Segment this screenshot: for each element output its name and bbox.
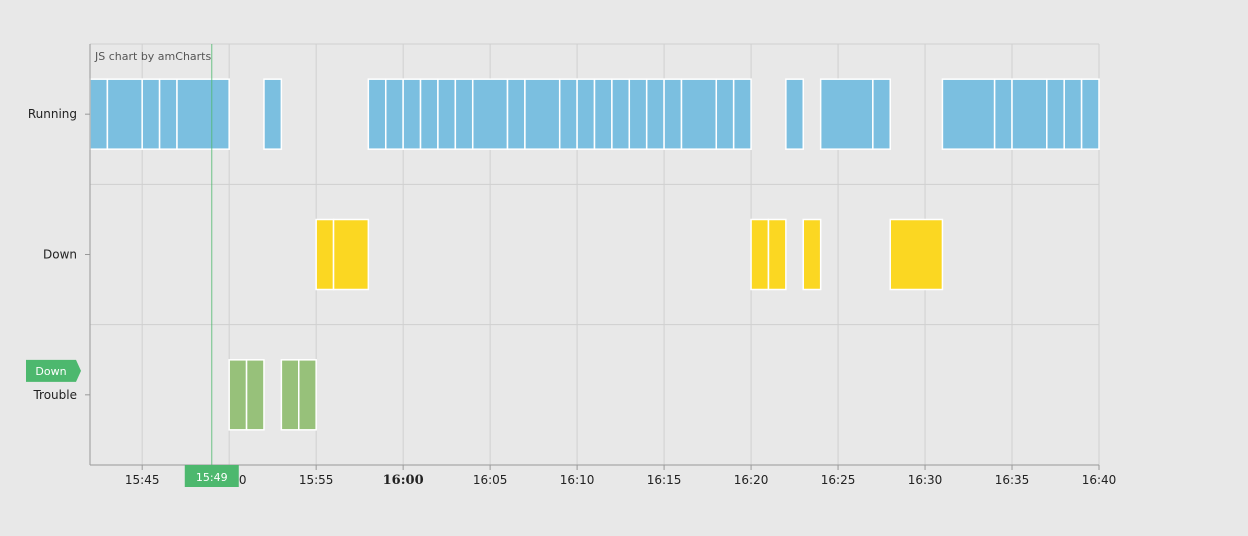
segment-running[interactable] <box>106 78 143 150</box>
bars-layer <box>89 78 1100 431</box>
segment-running[interactable] <box>1080 78 1100 150</box>
segment-running[interactable] <box>663 78 683 150</box>
x-tick-label: 16:25 <box>821 473 856 487</box>
x-tick-label: 16:20 <box>734 473 769 487</box>
segment-running[interactable] <box>872 78 891 150</box>
segment-running[interactable] <box>158 78 178 150</box>
axis-layer: 15:4515:5015:5516:0016:0516:1016:1516:20… <box>28 44 1116 488</box>
segment-running[interactable] <box>1011 78 1048 150</box>
segment-running[interactable] <box>141 78 161 150</box>
segment-running[interactable] <box>645 78 665 150</box>
segment-running[interactable] <box>628 78 648 150</box>
segment-down[interactable] <box>802 218 822 291</box>
segment-running[interactable] <box>471 78 509 150</box>
segment-running[interactable] <box>558 78 578 150</box>
x-tick-label: 16:05 <box>473 473 508 487</box>
segment-down[interactable] <box>750 218 770 291</box>
segment-running[interactable] <box>611 78 631 150</box>
x-tick-label: 16:35 <box>995 473 1030 487</box>
segment-trouble[interactable] <box>228 359 248 431</box>
segment-down[interactable] <box>889 218 944 291</box>
x-tick-label: 16:15 <box>647 473 682 487</box>
x-tick-label: 15:45 <box>125 473 160 487</box>
segment-running[interactable] <box>1046 78 1065 150</box>
segment-running[interactable] <box>402 78 422 150</box>
segment-running[interactable] <box>176 78 230 150</box>
segment-running[interactable] <box>576 78 596 150</box>
x-tick-label: 16:40 <box>1082 473 1117 487</box>
cursor-time-label: 15:49 <box>196 471 228 484</box>
segment-running[interactable] <box>263 78 283 150</box>
cursor-category-label: Down <box>35 365 66 378</box>
segment-running[interactable] <box>454 78 474 150</box>
segment-running[interactable] <box>993 78 1013 150</box>
segment-trouble[interactable] <box>245 359 265 431</box>
segment-running[interactable] <box>732 78 752 150</box>
cursor-layer: Down 15:49 <box>26 44 239 487</box>
segment-running[interactable] <box>715 78 735 150</box>
x-tick-label: 16:00 <box>383 473 424 488</box>
segment-down[interactable] <box>767 218 787 291</box>
x-tick-label: 16:30 <box>908 473 943 487</box>
segment-running[interactable] <box>785 78 805 150</box>
segment-running[interactable] <box>367 78 387 150</box>
segment-running[interactable] <box>506 78 526 150</box>
category-label-down: Down <box>43 248 77 262</box>
segment-running[interactable] <box>437 78 457 150</box>
segment-running[interactable] <box>941 78 996 150</box>
segment-running[interactable] <box>819 78 874 150</box>
segment-running[interactable] <box>680 78 718 150</box>
x-tick-label: 15:55 <box>299 473 334 487</box>
segment-running[interactable] <box>419 78 439 150</box>
segment-running[interactable] <box>1063 78 1083 150</box>
segment-down[interactable] <box>332 218 370 291</box>
segment-running[interactable] <box>384 78 404 150</box>
segment-trouble[interactable] <box>280 359 300 431</box>
cursor-category-balloon <box>26 359 81 382</box>
category-label-trouble: Trouble <box>32 388 77 402</box>
segment-running[interactable] <box>524 78 561 150</box>
x-tick-label: 16:10 <box>560 473 595 487</box>
chart-credit[interactable]: JS chart by amCharts <box>94 50 211 63</box>
segment-running[interactable] <box>89 78 109 150</box>
category-label-running: Running <box>28 107 77 121</box>
segment-down[interactable] <box>315 218 335 291</box>
segment-running[interactable] <box>593 78 613 150</box>
segment-trouble[interactable] <box>298 359 317 431</box>
cursor-time-balloon <box>184 465 239 487</box>
